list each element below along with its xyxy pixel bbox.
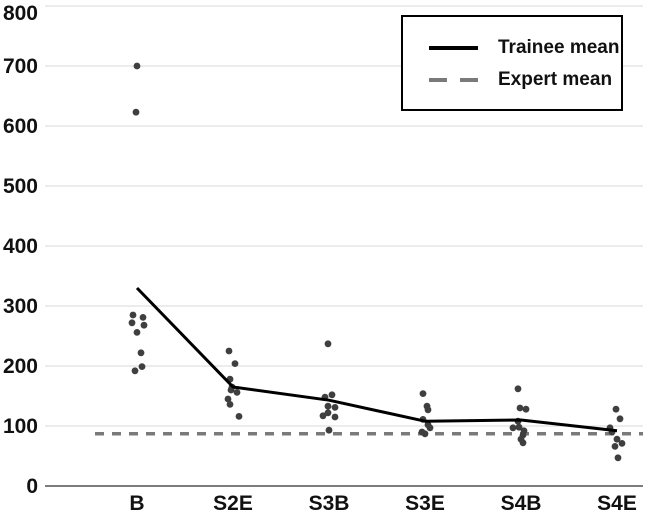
data-point (331, 413, 339, 421)
dash-icon (460, 78, 478, 82)
data-point (424, 406, 432, 414)
x-category-label: B (129, 492, 144, 515)
data-point (129, 311, 137, 319)
data-point (516, 404, 524, 412)
x-category-label: S2E (213, 492, 253, 515)
data-point (233, 389, 241, 396)
legend-label-expert: Expert mean (498, 69, 613, 90)
expert-line-sample-icon (429, 78, 478, 82)
data-point (426, 424, 434, 432)
data-point (328, 391, 336, 399)
data-point (128, 319, 136, 327)
data-point (324, 402, 332, 410)
legend-label-trainee: Trainee mean (498, 37, 620, 58)
data-point (522, 405, 530, 413)
y-tick-label: 300 (3, 295, 38, 318)
y-tick-label: 800 (3, 2, 38, 25)
data-point (235, 413, 243, 420)
data-point (614, 454, 622, 462)
data-point (515, 423, 523, 431)
trainee-mean-line (135, 286, 618, 433)
data-point (618, 440, 626, 447)
data-point (139, 314, 147, 321)
data-point (514, 385, 522, 393)
data-point (325, 426, 333, 434)
data-point (137, 349, 145, 357)
data-point (138, 363, 146, 370)
x-category-label: S3E (405, 492, 445, 515)
data-point (612, 405, 620, 413)
data-point (324, 409, 332, 417)
data-point (132, 108, 140, 116)
data-point (324, 340, 332, 348)
y-tick-label: 400 (3, 235, 38, 258)
data-point (231, 360, 239, 367)
data-point (319, 412, 327, 420)
data-point (611, 443, 619, 450)
data-point (224, 395, 232, 403)
y-tick-label: 0 (26, 475, 38, 498)
trainee-line-sample-icon (429, 46, 478, 50)
data-point (331, 404, 339, 411)
data-point (131, 367, 139, 375)
y-tick-label: 500 (3, 175, 38, 198)
x-category-label: S4E (597, 492, 637, 515)
data-point (421, 430, 429, 438)
legend: Trainee mean Expert mean (401, 15, 623, 111)
y-tick-label: 100 (3, 415, 38, 438)
data-point (225, 347, 233, 355)
y-tick-label: 600 (3, 115, 38, 138)
y-tick-label: 200 (3, 355, 38, 378)
x-category-label: S4B (501, 492, 542, 515)
data-point (613, 435, 621, 443)
data-point (419, 390, 427, 397)
data-point (140, 321, 148, 329)
data-point (519, 439, 527, 447)
solid-line-icon (429, 46, 478, 50)
data-point (509, 424, 517, 432)
legend-item-expert: Expert mean (429, 67, 612, 93)
dash-icon (429, 78, 447, 82)
x-category-label: S3B (309, 492, 350, 515)
legend-item-trainee: Trainee mean (429, 35, 619, 61)
data-point (133, 62, 141, 70)
data-point (226, 401, 234, 408)
data-point (616, 415, 624, 423)
data-point (133, 329, 141, 336)
y-tick-label: 700 (3, 55, 38, 78)
